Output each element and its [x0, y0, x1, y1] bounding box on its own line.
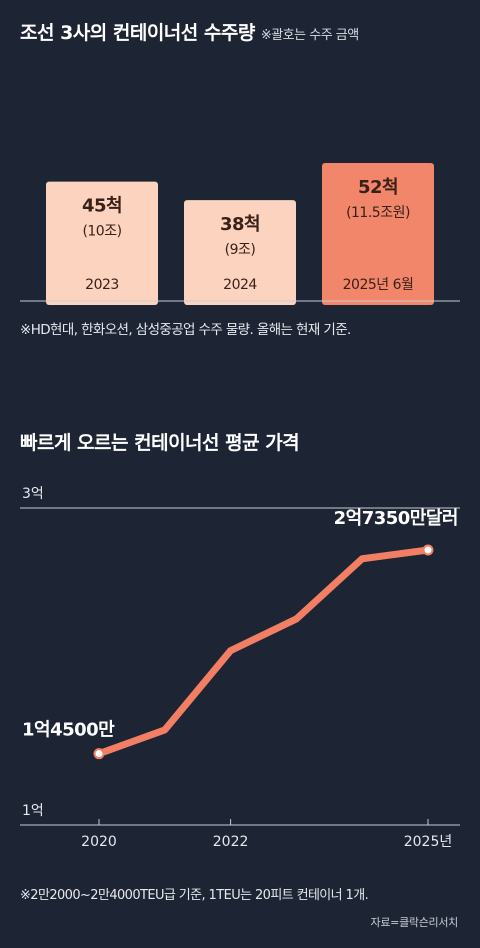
bar-2023 [46, 181, 158, 305]
bar-value-label: 52척 [358, 177, 398, 198]
chart2-title: 빠르게 오르는 컨테이너선 평균 가격 [20, 432, 300, 454]
chart2-footnote: ※2만2000~2만4000TEU급 기준, 1TEU는 20피트 컨테이너 1… [20, 888, 369, 903]
price-line-chart: 3억 1억 2020 2022 2025년 1억4500만 2억7350만달러 [20, 486, 460, 850]
y-tick-label: 1억 [22, 803, 44, 819]
bar-category-label: 2024 [223, 277, 257, 293]
ship-orders-bar-chart: 45척 (10조) 2023 38척 (9조) 2024 52척 (11.5조원) 2025년 … [20, 163, 460, 305]
chart1-subtitle: ※괄호는 수주 금액 [260, 28, 359, 43]
bar-amount-label: (9조) [225, 242, 256, 258]
price-series-line [95, 546, 432, 758]
bar-category-label: 2025년 6월 [343, 277, 414, 293]
start-value-annotation: 1억4500만 [22, 720, 115, 741]
x-tick-label: 2025년 [404, 834, 453, 850]
x-tick-label: 2020 [81, 834, 117, 850]
y-tick-label: 3억 [22, 486, 44, 502]
endpoint-marker [93, 748, 105, 760]
bar-amount-label: (11.5조원) [346, 205, 410, 221]
bar-value-label: 45척 [82, 196, 122, 217]
bar-2025년 6월 [322, 163, 434, 305]
chart1-footnote: ※HD현대, 한화오션, 삼성중공업 수주 물량. 올해는 현재 기준. [20, 322, 351, 338]
end-value-annotation: 2억7350만달러 [334, 508, 458, 529]
bar-value-label: 38척 [220, 214, 260, 235]
x-tick-label: 2022 [213, 834, 249, 850]
bar-2024 [184, 200, 296, 305]
chart1-title-text: 조선 3사의 컨테이너선 수주량 [20, 22, 255, 44]
bar-category-label: 2023 [85, 277, 119, 293]
endpoint-marker [422, 544, 434, 556]
bar-amount-label: (10조) [82, 224, 121, 240]
chart1-title: 조선 3사의 컨테이너선 수주량 ※괄호는 수주 금액 [20, 18, 359, 45]
source-credit: 자료=클락슨리서치 [370, 916, 459, 929]
